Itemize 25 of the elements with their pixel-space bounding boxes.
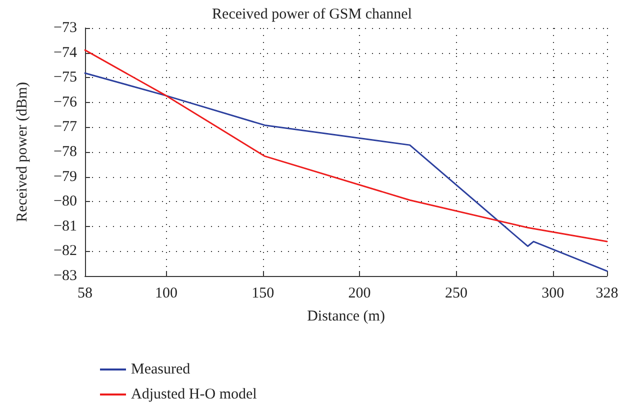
y-tick-label: −75 — [54, 70, 77, 86]
legend-label: Adjusted H-O model — [131, 386, 257, 402]
x-tick-label: 100 — [154, 286, 178, 302]
x-tick-label: 300 — [542, 286, 564, 302]
y-tick-label: −82 — [54, 243, 77, 260]
line-series — [84, 72, 608, 272]
line-series — [84, 49, 608, 242]
y-tick-label: −76 — [54, 94, 78, 110]
chart-title: Received power of GSM channel — [212, 6, 412, 22]
y-tick-label: −78 — [54, 144, 77, 160]
y-tick-label: −80 — [54, 194, 77, 210]
y-tick-label: −73 — [54, 20, 77, 36]
x-axis-title: Distance (m) — [307, 308, 385, 324]
y-axis-title: Received power (dBm) — [14, 82, 30, 222]
y-tick-label: −77 — [54, 119, 78, 136]
y-tick-label: −74 — [54, 44, 78, 61]
y-tick-label: −83 — [54, 268, 77, 284]
x-tick-label: 200 — [348, 286, 371, 302]
x-tick-label: 58 — [78, 286, 92, 302]
x-tick-label: 250 — [444, 286, 468, 302]
y-tick-label: −81 — [54, 218, 77, 234]
legend-label: Measured — [131, 362, 191, 378]
y-tick-label: −79 — [54, 168, 77, 185]
x-tick-label: 328 — [596, 286, 618, 302]
x-tick-label: 150 — [252, 286, 274, 302]
